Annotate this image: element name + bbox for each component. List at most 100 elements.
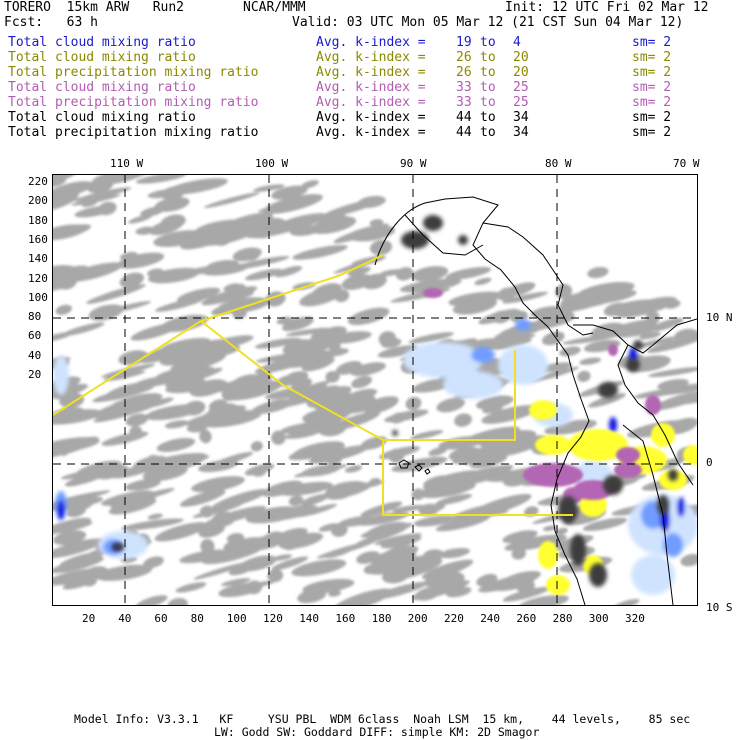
gray-cloud — [344, 465, 363, 473]
gray-cloud — [518, 594, 569, 605]
gray-cloud — [53, 538, 104, 559]
gray-cloud — [476, 573, 498, 587]
longitude-label: 110 W — [110, 157, 144, 170]
gray-cloud — [53, 522, 70, 531]
gray-cloud — [71, 194, 121, 206]
k-index-from: 19 — [456, 35, 472, 50]
gray-cloud — [91, 175, 151, 185]
gray-cloud — [251, 399, 294, 415]
gray-cloud — [541, 331, 565, 346]
longitude-label: 80 W — [545, 157, 572, 170]
light-blue-cloud — [443, 371, 503, 399]
gray-cloud — [135, 175, 187, 184]
gray-cloud — [582, 517, 628, 532]
gray-cloud — [179, 549, 230, 564]
gray-cloud — [254, 354, 315, 374]
gray-cloud — [53, 437, 100, 453]
gray-cloud — [328, 590, 342, 597]
gray-cloud — [503, 282, 536, 297]
gray-cloud — [491, 310, 511, 324]
gray-cloud — [365, 521, 409, 539]
gray-cloud — [360, 436, 388, 450]
gray-cloud — [128, 214, 153, 224]
gray-cloud — [543, 525, 557, 532]
gray-cloud — [377, 345, 419, 358]
x-tick-label: 220 — [444, 612, 464, 625]
gray-cloud — [502, 586, 550, 602]
gray-cloud — [101, 363, 156, 378]
k-index-to: 34 — [513, 125, 529, 140]
gray-cloud — [523, 506, 539, 517]
gray-cloud — [221, 578, 251, 587]
organization: NCAR/MMM — [243, 0, 306, 15]
gray-cloud — [421, 559, 474, 580]
dark-core — [458, 235, 468, 245]
gray-cloud — [420, 503, 446, 515]
gray-cloud — [62, 322, 105, 336]
gray-cloud — [410, 430, 444, 440]
light-blue-cloud — [631, 555, 675, 595]
dark-core — [598, 382, 618, 398]
gray-cloud — [217, 297, 270, 314]
gray-cloud — [511, 548, 527, 560]
x-tick-label: 320 — [625, 612, 645, 625]
k-index-from: 33 — [456, 95, 472, 110]
gray-cloud — [308, 445, 370, 464]
gray-cloud — [324, 486, 354, 500]
cloud-blue-layer — [53, 319, 697, 595]
gray-cloud — [301, 356, 335, 372]
k-index-from: 33 — [456, 80, 472, 95]
gray-cloud — [271, 430, 286, 445]
k-index-label: Avg. k-index = — [316, 50, 426, 65]
gray-cloud — [670, 391, 697, 405]
k-index-label: Avg. k-index = — [316, 35, 426, 50]
gray-cloud — [95, 564, 153, 581]
gray-cloud — [413, 515, 456, 527]
gray-cloud — [284, 371, 309, 384]
k-index-to-word: to — [480, 65, 496, 80]
gray-cloud — [203, 192, 260, 208]
gray-cloud — [646, 311, 660, 325]
gray-cloud — [347, 307, 390, 326]
gray-cloud — [226, 580, 276, 592]
gray-cloud — [348, 225, 396, 242]
gray-cloud — [391, 504, 426, 513]
gray-cloud — [148, 267, 200, 284]
y-tick-label: 160 — [28, 232, 48, 246]
x-tick-label: 300 — [588, 612, 609, 625]
gray-cloud — [108, 393, 163, 413]
x-tick-label: 20 — [82, 612, 96, 625]
gray-cloud — [201, 410, 262, 428]
gray-cloud — [310, 216, 357, 234]
gray-cloud — [378, 269, 405, 277]
k-index-to-word: to — [480, 80, 496, 95]
mid-blue-cloud — [663, 533, 683, 557]
gray-cloud — [559, 292, 607, 309]
gray-cloud — [680, 553, 697, 567]
gray-cloud — [490, 574, 536, 591]
light-blue-cloud — [53, 355, 69, 395]
forecast-hour: Fcst: 63 h — [4, 15, 98, 30]
gray-cloud — [439, 547, 470, 559]
latitude-label: 10 N — [706, 311, 733, 324]
gray-cloud — [655, 334, 697, 352]
model-title: TORERO 15km ARW Run2 — [4, 0, 185, 15]
gray-cloud — [428, 447, 448, 456]
k-index-to-word: to — [480, 35, 496, 50]
k-index-to: 34 — [513, 110, 529, 125]
gray-cloud — [292, 245, 348, 260]
gray-cloud — [322, 394, 369, 405]
gray-cloud — [176, 287, 221, 303]
smoothing-value: sm= 2 — [632, 125, 672, 140]
gray-cloud — [331, 523, 348, 537]
x-tick-label: 160 — [335, 612, 356, 625]
gray-cloud — [272, 554, 292, 561]
longitude-label: 70 W — [673, 157, 700, 170]
gray-cloud — [411, 266, 449, 282]
gray-cloud — [291, 559, 347, 577]
yellow-precip — [546, 575, 570, 595]
gray-cloud — [253, 184, 285, 192]
x-tick-label: 280 — [552, 612, 573, 625]
gray-cloud — [491, 338, 533, 350]
gray-cloud — [53, 568, 102, 586]
